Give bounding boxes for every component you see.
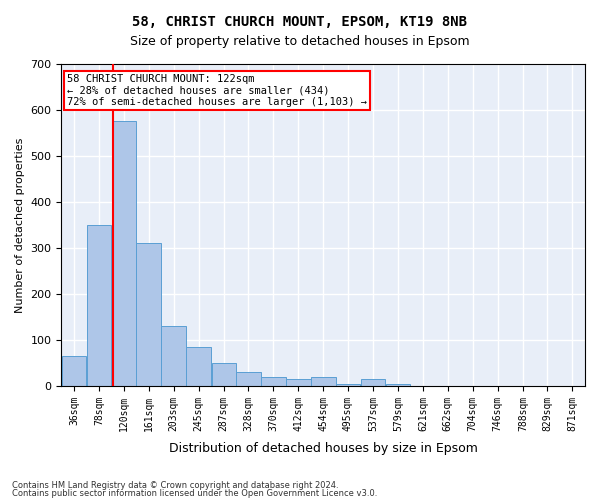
Bar xyxy=(286,379,311,386)
Bar xyxy=(87,225,112,386)
Bar xyxy=(112,122,136,386)
Y-axis label: Number of detached properties: Number of detached properties xyxy=(15,138,25,312)
Bar xyxy=(212,363,236,386)
Bar xyxy=(361,379,385,386)
Bar xyxy=(386,384,410,386)
X-axis label: Distribution of detached houses by size in Epsom: Distribution of detached houses by size … xyxy=(169,442,478,455)
Bar xyxy=(236,372,260,386)
Bar xyxy=(335,384,360,386)
Bar xyxy=(311,376,336,386)
Bar xyxy=(187,347,211,386)
Text: Contains HM Land Registry data © Crown copyright and database right 2024.: Contains HM Land Registry data © Crown c… xyxy=(12,481,338,490)
Text: 58, CHRIST CHURCH MOUNT, EPSOM, KT19 8NB: 58, CHRIST CHURCH MOUNT, EPSOM, KT19 8NB xyxy=(133,15,467,29)
Bar xyxy=(261,376,286,386)
Text: Size of property relative to detached houses in Epsom: Size of property relative to detached ho… xyxy=(130,35,470,48)
Bar xyxy=(161,326,186,386)
Bar xyxy=(136,244,161,386)
Text: 58 CHRIST CHURCH MOUNT: 122sqm
← 28% of detached houses are smaller (434)
72% of: 58 CHRIST CHURCH MOUNT: 122sqm ← 28% of … xyxy=(67,74,367,107)
Bar xyxy=(62,356,86,386)
Text: Contains public sector information licensed under the Open Government Licence v3: Contains public sector information licen… xyxy=(12,488,377,498)
